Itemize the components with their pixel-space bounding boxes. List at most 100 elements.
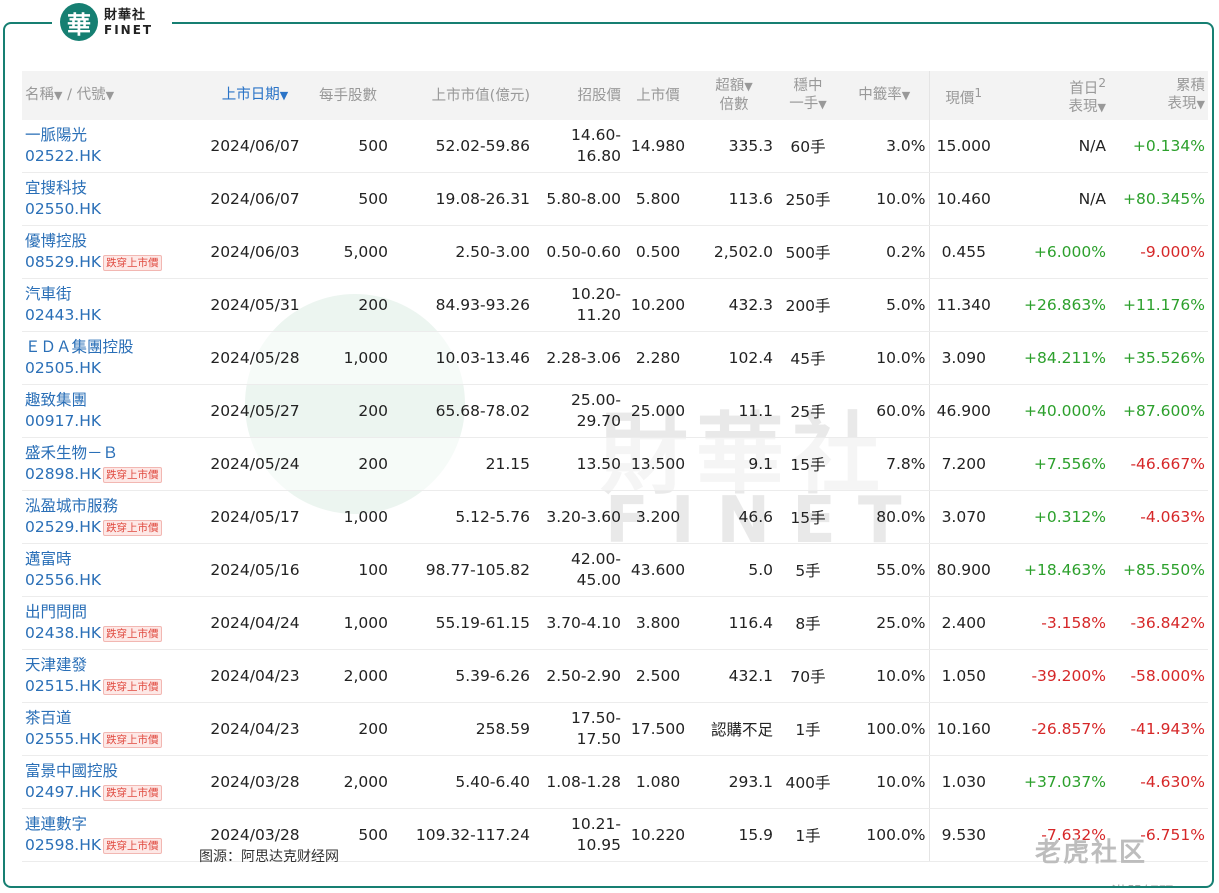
author-watermark: @港股解码	[1095, 879, 1175, 886]
sort-arrow-icon[interactable]: ▼	[1097, 100, 1106, 114]
col-header-over[interactable]: 超額▼ 倍數	[692, 71, 776, 120]
stock-code-link[interactable]: 02898.HK	[25, 465, 102, 483]
col-header-cum[interactable]: 累積 表現▼	[1109, 71, 1208, 120]
stock-code-link[interactable]: 02550.HK	[25, 200, 102, 218]
stock-name-link[interactable]: 泓盈城市服務	[25, 497, 119, 515]
col-header-name[interactable]: 名稱▼ / 代號▼	[22, 71, 205, 120]
listing-date: 2024/04/24	[205, 596, 305, 650]
stock-name-link[interactable]: 優博控股	[25, 232, 88, 250]
first-day-performance: -7.632%	[998, 808, 1109, 862]
stock-name-cell[interactable]: ＥＤＡ集團控股 02505.HK	[22, 331, 205, 385]
stock-name-cell[interactable]: 優博控股 08529.HK 跌穿上市價	[22, 225, 205, 279]
current-price: 80.900	[929, 543, 998, 597]
stock-name-cell[interactable]: 趣致集團 00917.HK	[22, 384, 205, 438]
stock-code-link[interactable]: 02515.HK	[25, 677, 102, 695]
table-row[interactable]: 宜搜科技 02550.HK 2024/06/07 500 19.08-26.31…	[22, 172, 1208, 226]
oversubscription: 432.1	[692, 649, 776, 703]
stock-name-cell[interactable]: 汽車街 02443.HK	[22, 278, 205, 332]
stock-code-link[interactable]: 02555.HK	[25, 730, 102, 748]
sort-arrow-icon[interactable]: ▼	[279, 89, 289, 102]
stock-name-cell[interactable]: 天津建發 02515.HK 跌穿上市價	[22, 649, 205, 703]
table-row[interactable]: 連連數字 02598.HK 跌穿上市價 2024/03/28 500 109.32…	[22, 808, 1208, 862]
stock-name-cell[interactable]: 出門問問 02438.HK 跌穿上市價	[22, 596, 205, 650]
stock-code-link[interactable]: 02522.HK	[25, 147, 102, 165]
lots-for-one: 200手	[776, 278, 840, 332]
stock-name-link[interactable]: 茶百道	[25, 709, 72, 727]
table-row[interactable]: 盛禾生物－Ｂ 02898.HK 跌穿上市價 2024/05/24 200 21.1…	[22, 437, 1208, 491]
stock-code-link[interactable]: 00917.HK	[25, 412, 102, 430]
table-row[interactable]: ＥＤＡ集團控股 02505.HK 2024/05/28 1,000 10.03-…	[22, 331, 1208, 385]
col-header-first[interactable]: 首日2 表現▼	[998, 71, 1109, 120]
table-row[interactable]: 泓盈城市服務 02529.HK 跌穿上市價 2024/05/17 1,000 5.…	[22, 490, 1208, 544]
stock-name-link[interactable]: 連連數字	[25, 815, 88, 833]
stock-name-cell[interactable]: 一脈陽光 02522.HK	[22, 120, 205, 173]
table-row[interactable]: 汽車街 02443.HK 2024/05/31 200 84.93-93.26 …	[22, 278, 1208, 332]
sort-arrow-icon[interactable]: ▼	[744, 80, 753, 93]
col-header-price[interactable]: 現價1	[929, 71, 998, 120]
stock-code-link[interactable]: 02598.HK	[25, 836, 102, 854]
stock-code-link[interactable]: 02529.HK	[25, 518, 102, 536]
table-row[interactable]: 天津建發 02515.HK 跌穿上市價 2024/04/23 2,000 5.39…	[22, 649, 1208, 703]
col-header-rate[interactable]: 中籤率▼	[840, 71, 930, 120]
stock-name-cell[interactable]: 泓盈城市服務 02529.HK 跌穿上市價	[22, 490, 205, 544]
stock-name-cell[interactable]: 邁富時 02556.HK	[22, 543, 205, 597]
stock-name-cell[interactable]: 富景中國控股 02497.HK 跌穿上市價	[22, 755, 205, 809]
lot-size: 500	[305, 120, 391, 173]
table-row[interactable]: 趣致集團 00917.HK 2024/05/27 200 65.68-78.02…	[22, 384, 1208, 438]
stock-name-link[interactable]: 一脈陽光	[25, 126, 88, 144]
table-row[interactable]: 優博控股 08529.HK 跌穿上市價 2024/06/03 5,000 2.50…	[22, 225, 1208, 279]
first-day-performance: +7.556%	[998, 437, 1109, 491]
sort-arrow-icon[interactable]: ▼	[818, 98, 827, 111]
col-header-mcap[interactable]: 上市市值(億元)	[391, 71, 533, 120]
sort-arrow-icon[interactable]: ▼	[54, 89, 63, 102]
current-price: 2.400	[929, 596, 998, 650]
stock-code-link[interactable]: 02438.HK	[25, 624, 102, 642]
offer-price: 3.20-3.60	[546, 507, 621, 526]
oversubscription: 335.3	[692, 120, 776, 173]
stock-name-link[interactable]: ＥＤＡ集團控股	[25, 338, 134, 356]
table-row[interactable]: 邁富時 02556.HK 2024/05/16 100 98.77-105.82…	[22, 543, 1208, 597]
allotment-rate: 25.0%	[840, 596, 930, 650]
sort-arrow-icon[interactable]: ▼	[1196, 98, 1205, 111]
table-row[interactable]: 富景中國控股 02497.HK 跌穿上市價 2024/03/28 2,000 5.…	[22, 755, 1208, 809]
allotment-rate: 100.0%	[840, 808, 930, 862]
col-listing-label: 上市價	[636, 87, 680, 104]
sort-arrow-icon[interactable]: ▼	[901, 89, 911, 102]
stock-code-link[interactable]: 02497.HK	[25, 783, 102, 801]
stock-name-link[interactable]: 趣致集團	[25, 391, 88, 409]
lot-size: 2,000	[305, 649, 391, 703]
stock-code-link[interactable]: 08529.HK	[25, 253, 102, 271]
col-header-offer[interactable]: 招股價	[533, 71, 624, 120]
stock-name-link[interactable]: 富景中國控股	[25, 762, 119, 780]
col-header-lot[interactable]: 每手股數	[305, 71, 391, 120]
market-cap: 5.39-6.26	[391, 649, 533, 703]
col-header-date[interactable]: 上市日期▼	[205, 71, 305, 120]
offer-price-cell: 1.08-1.28	[533, 755, 624, 809]
table-row[interactable]: 出門問問 02438.HK 跌穿上市價 2024/04/24 1,000 55.1…	[22, 596, 1208, 650]
allotment-rate: 80.0%	[840, 490, 930, 544]
col-header-listing[interactable]: 上市價	[624, 71, 692, 120]
stock-name-cell[interactable]: 連連數字 02598.HK 跌穿上市價	[22, 808, 205, 862]
stock-name-link[interactable]: 出門問問	[25, 603, 88, 621]
stock-code-link[interactable]: 02505.HK	[25, 359, 102, 377]
current-price: 0.455	[929, 225, 998, 279]
below-listing-price-badge: 跌穿上市價	[103, 837, 162, 854]
stock-name-link[interactable]: 盛禾生物－Ｂ	[25, 444, 119, 462]
stock-name-cell[interactable]: 盛禾生物－Ｂ 02898.HK 跌穿上市價	[22, 437, 205, 491]
market-cap: 5.12-5.76	[391, 490, 533, 544]
table-row[interactable]: 一脈陽光 02522.HK 2024/06/07 500 52.02-59.86…	[22, 120, 1208, 173]
sort-arrow-icon[interactable]: ▼	[105, 89, 115, 102]
stock-name-link[interactable]: 汽車街	[25, 285, 72, 303]
col-header-win[interactable]: 穩中 一手▼	[776, 71, 840, 120]
offer-price-line-1: 17.50-	[571, 709, 621, 727]
oversubscription: 293.1	[692, 755, 776, 809]
offer-price-cell: 2.50-2.90	[533, 649, 624, 703]
stock-name-link[interactable]: 邁富時	[25, 550, 72, 568]
stock-name-cell[interactable]: 茶百道 02555.HK 跌穿上市價	[22, 702, 205, 756]
stock-name-cell[interactable]: 宜搜科技 02550.HK	[22, 172, 205, 226]
table-row[interactable]: 茶百道 02555.HK 跌穿上市價 2024/04/23 200 258.59 …	[22, 702, 1208, 756]
stock-code-link[interactable]: 02443.HK	[25, 306, 102, 324]
stock-name-link[interactable]: 宜搜科技	[25, 179, 88, 197]
stock-name-link[interactable]: 天津建發	[25, 656, 88, 674]
stock-code-link[interactable]: 02556.HK	[25, 571, 102, 589]
